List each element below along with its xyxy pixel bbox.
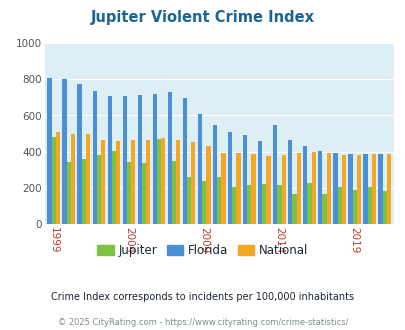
Bar bbox=[146, 140, 150, 224]
Bar bbox=[96, 155, 101, 224]
Bar bbox=[243, 135, 247, 224]
Bar bbox=[197, 114, 202, 224]
Bar bbox=[273, 125, 277, 224]
Bar bbox=[367, 187, 371, 224]
Bar bbox=[371, 154, 375, 224]
Bar bbox=[326, 153, 330, 224]
Bar bbox=[333, 153, 337, 224]
Bar bbox=[126, 162, 131, 224]
Bar bbox=[71, 134, 75, 224]
Bar bbox=[386, 154, 390, 224]
Bar bbox=[66, 162, 71, 224]
Bar bbox=[247, 185, 251, 224]
Bar bbox=[217, 177, 221, 224]
Text: Crime Index corresponds to incidents per 100,000 inhabitants: Crime Index corresponds to incidents per… bbox=[51, 292, 354, 302]
Bar bbox=[122, 96, 126, 224]
Bar bbox=[362, 154, 367, 224]
Bar bbox=[236, 153, 240, 224]
Bar bbox=[318, 151, 322, 224]
Bar bbox=[377, 154, 382, 224]
Bar bbox=[152, 94, 157, 224]
Bar bbox=[212, 125, 217, 224]
Bar bbox=[262, 184, 266, 224]
Bar bbox=[232, 187, 236, 224]
Bar bbox=[167, 92, 172, 224]
Bar bbox=[111, 151, 116, 224]
Bar bbox=[191, 142, 195, 224]
Bar bbox=[347, 154, 352, 224]
Bar bbox=[137, 95, 141, 224]
Bar bbox=[206, 147, 210, 224]
Bar bbox=[221, 153, 225, 224]
Bar bbox=[296, 153, 300, 224]
Bar bbox=[228, 132, 232, 224]
Bar bbox=[202, 181, 206, 224]
Text: Jupiter Violent Crime Index: Jupiter Violent Crime Index bbox=[91, 10, 314, 25]
Bar bbox=[303, 147, 307, 224]
Legend: Jupiter, Florida, National: Jupiter, Florida, National bbox=[92, 239, 313, 261]
Bar bbox=[288, 140, 292, 224]
Bar bbox=[131, 140, 135, 224]
Bar bbox=[322, 194, 326, 224]
Bar bbox=[161, 138, 165, 224]
Bar bbox=[307, 183, 311, 224]
Bar bbox=[116, 141, 120, 224]
Bar bbox=[341, 154, 345, 224]
Text: © 2025 CityRating.com - https://www.cityrating.com/crime-statistics/: © 2025 CityRating.com - https://www.city… bbox=[58, 318, 347, 327]
Bar bbox=[77, 84, 81, 224]
Bar bbox=[281, 155, 285, 224]
Bar bbox=[62, 79, 66, 224]
Bar bbox=[47, 78, 51, 224]
Bar bbox=[356, 154, 360, 224]
Bar bbox=[292, 193, 296, 224]
Bar bbox=[187, 177, 191, 224]
Bar bbox=[172, 161, 176, 224]
Bar bbox=[251, 154, 255, 224]
Bar bbox=[352, 190, 356, 224]
Bar bbox=[176, 140, 180, 224]
Bar bbox=[337, 187, 341, 224]
Bar bbox=[86, 134, 90, 224]
Bar bbox=[277, 185, 281, 224]
Bar bbox=[157, 139, 161, 224]
Bar bbox=[266, 156, 270, 224]
Bar bbox=[101, 140, 105, 224]
Bar bbox=[141, 163, 146, 224]
Bar bbox=[182, 98, 187, 224]
Bar bbox=[382, 191, 386, 224]
Bar bbox=[258, 141, 262, 224]
Bar bbox=[51, 137, 55, 224]
Bar bbox=[311, 152, 315, 224]
Bar bbox=[81, 159, 86, 224]
Bar bbox=[92, 91, 96, 224]
Bar bbox=[55, 132, 60, 224]
Bar bbox=[107, 95, 111, 224]
